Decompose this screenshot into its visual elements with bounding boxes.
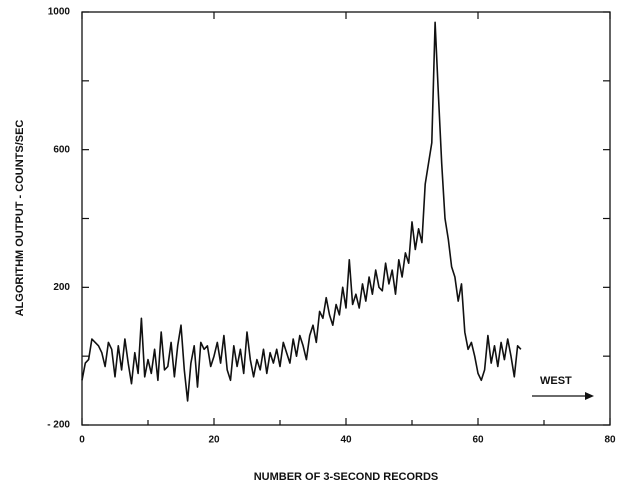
x-tick-label: 0: [79, 435, 85, 446]
plot-frame: [81, 11, 611, 426]
x-tick-label: 60: [472, 435, 484, 446]
y-tick-label: 200: [53, 282, 70, 293]
x-tick-label: 20: [208, 435, 220, 446]
x-tick-label: 40: [340, 435, 352, 446]
data-line: [81, 21, 522, 402]
annotation: WEST: [540, 375, 572, 387]
x-tick-label: 80: [604, 435, 616, 446]
x-axis-label: NUMBER OF 3-SECOND RECORDS: [254, 471, 439, 483]
annotation-arrowhead: [585, 392, 594, 400]
y-tick-label: - 200: [47, 420, 70, 431]
y-axis-label: ALGORITHM OUTPUT - COUNTS/SEC: [14, 120, 26, 317]
y-tick-label: 600: [53, 144, 70, 155]
y-tick-label: 1000: [48, 7, 71, 18]
